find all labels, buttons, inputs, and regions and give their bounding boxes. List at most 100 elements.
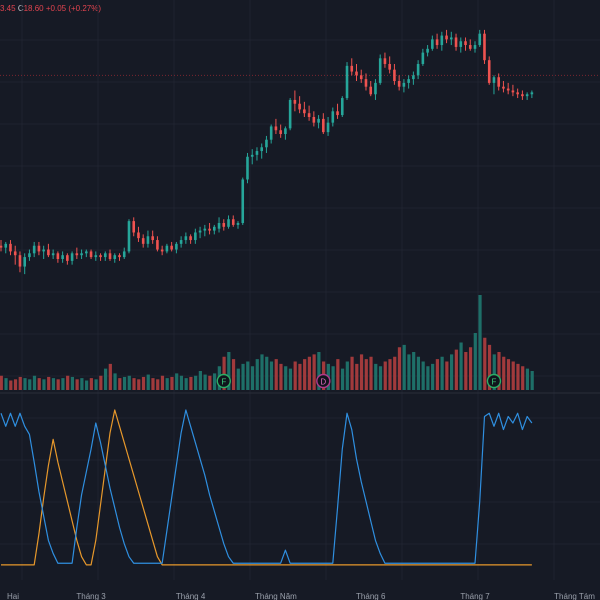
volume-bar — [440, 356, 444, 390]
x-axis-label: Hai — [7, 592, 19, 600]
volume-bar — [208, 375, 212, 390]
volume-bar — [146, 374, 150, 390]
candle-body — [336, 111, 339, 116]
volume-bar — [160, 375, 165, 390]
volume-bar — [298, 363, 302, 390]
candle-body — [317, 118, 320, 123]
volume-bar — [412, 352, 416, 390]
volume-bar — [450, 354, 454, 390]
x-axis-label: Tháng 3 — [76, 592, 106, 600]
event-marker-label: D — [320, 378, 326, 387]
volume-bar — [165, 378, 169, 390]
volume-bar — [431, 363, 435, 390]
candle-body — [388, 63, 391, 70]
volume-bar — [151, 378, 155, 390]
candle-body — [364, 79, 368, 87]
candle-body — [4, 243, 8, 248]
candle-body — [217, 223, 221, 229]
volume-bar — [18, 376, 22, 390]
volume-bar — [265, 356, 269, 390]
change-value: +0.05 (+0.27%) — [45, 4, 102, 13]
candle-body — [355, 71, 358, 76]
volume-bar — [198, 371, 202, 390]
volume-bar — [32, 375, 37, 390]
candle-body — [407, 79, 410, 83]
volume-bar — [4, 378, 8, 390]
x-axis-label: Tháng 7 — [460, 592, 490, 600]
volume-bar — [51, 378, 56, 390]
volume-bar — [303, 359, 307, 390]
event-marker-dividend — [316, 373, 331, 389]
candle-body — [213, 226, 216, 231]
candle-body — [37, 245, 41, 252]
candle-body — [393, 69, 396, 82]
candle-body — [156, 240, 159, 250]
candle-body — [416, 63, 420, 76]
candle-body — [450, 37, 453, 40]
candle-body — [56, 253, 60, 259]
volume-bar — [9, 380, 13, 390]
candle-body — [122, 251, 126, 258]
candle-body — [516, 92, 519, 95]
volume-bar — [331, 366, 335, 390]
volume-bar — [75, 379, 79, 390]
oscillator-slow-line — [1, 409, 532, 566]
volume-bar — [435, 359, 439, 390]
volume-bar — [492, 354, 496, 390]
volume-bar — [203, 374, 207, 390]
candle-body — [113, 255, 117, 259]
volume-bar — [184, 378, 188, 390]
volume-bar — [293, 361, 297, 390]
candle-body — [132, 221, 136, 233]
candle-body — [340, 98, 344, 116]
volume-bar — [402, 344, 406, 390]
candle-body — [440, 35, 444, 46]
candle-body — [397, 81, 401, 87]
candle-body — [274, 126, 278, 131]
candle-body — [378, 58, 382, 83]
candle-body — [374, 82, 377, 95]
x-axis-label: Tháng 4 — [176, 592, 206, 600]
candle-body — [75, 253, 79, 256]
candle-body — [421, 52, 425, 64]
volume-bar — [288, 368, 293, 390]
candle-body — [260, 147, 263, 152]
candle-body — [298, 103, 301, 110]
ohlc-prefix: 3.45 — [0, 4, 16, 13]
candle-body — [28, 253, 31, 258]
volume-bar — [94, 379, 98, 390]
volume-bar — [269, 361, 274, 390]
candle-body — [9, 243, 12, 252]
candle-body — [32, 245, 36, 254]
candle-body — [459, 41, 463, 47]
candle-body — [383, 58, 387, 64]
volume-bar — [383, 361, 387, 390]
x-axis-label: Tháng Năm — [255, 592, 297, 600]
volume-bar — [118, 378, 122, 390]
ohlc-legend: 3.45 C18.60 +0.05 (+0.27%) — [0, 4, 101, 13]
volume-bar — [340, 368, 345, 390]
volume-bar — [37, 378, 41, 390]
volume-bar — [236, 368, 240, 390]
candle-body — [85, 251, 88, 254]
volume-bar — [388, 359, 392, 390]
volume-bar — [279, 363, 283, 390]
candle-body — [203, 228, 207, 231]
volume-bar — [426, 366, 430, 390]
candle-body — [51, 253, 55, 256]
volume-bar — [502, 356, 506, 390]
volume-bar — [307, 356, 311, 390]
candle-body — [359, 75, 363, 80]
event-marker-label: F — [221, 378, 226, 387]
volume-bar — [42, 379, 46, 390]
candle-body — [61, 255, 64, 259]
candle-body — [18, 255, 22, 267]
volume-bar — [468, 347, 473, 390]
volume-bar — [454, 349, 458, 390]
volume-bar — [213, 373, 217, 390]
volume-bar — [473, 333, 477, 390]
volume-bar — [511, 361, 515, 390]
candle-body — [265, 139, 268, 148]
